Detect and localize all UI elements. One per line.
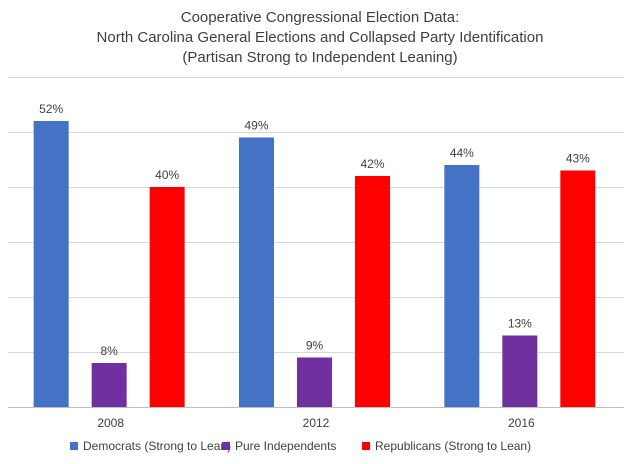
data-labels: 52% 8% 40% 49% 9% 42% 44% 13% 43% <box>39 102 590 358</box>
x-tick-label-2016: 2016 <box>508 416 535 430</box>
data-label-2008-1: 8% <box>100 344 118 358</box>
data-label-2012-2: 42% <box>360 157 384 171</box>
data-label-2016-2: 43% <box>566 152 590 166</box>
chart-title-line-1: North Carolina General Elections and Col… <box>97 29 544 46</box>
legend-label-1: Pure Independents <box>235 439 336 453</box>
x-tick-label-2008: 2008 <box>97 416 124 430</box>
x-tick-label-2012: 2012 <box>303 416 330 430</box>
bar-2008-0 <box>33 121 69 407</box>
legend-swatch-1 <box>222 442 230 450</box>
chart-title: Cooperative Congressional Election Data:… <box>97 9 544 66</box>
bars <box>33 121 596 407</box>
bar-2016-1 <box>502 335 538 407</box>
data-label-2008-2: 40% <box>155 168 179 182</box>
bar-2012-1 <box>297 357 332 407</box>
bar-2012-2 <box>355 176 390 407</box>
bar-2008-1 <box>91 363 127 407</box>
legend-label-0: Democrats (Strong to Lean) <box>83 439 231 453</box>
x-axis: 2008 2012 2016 <box>8 407 624 430</box>
legend-swatch-2 <box>362 442 370 450</box>
data-label-2012-1: 9% <box>306 339 324 353</box>
legend: Democrats (Strong to Lean) Pure Independe… <box>70 439 531 453</box>
chart-title-line-2: (Partisan Strong to Independent Leaning) <box>182 49 457 66</box>
data-label-2012-0: 49% <box>244 119 268 133</box>
gridlines <box>8 77 624 353</box>
chart-title-line-0: Cooperative Congressional Election Data: <box>181 9 460 26</box>
legend-label-2: Republicans (Strong to Lean) <box>375 439 531 453</box>
bar-2012-0 <box>239 137 274 407</box>
legend-swatch-0 <box>70 442 78 450</box>
bar-2016-0 <box>444 165 480 407</box>
bar-2008-2 <box>149 187 185 407</box>
data-label-2016-1: 13% <box>508 317 532 331</box>
bar-2016-2 <box>560 170 596 407</box>
data-label-2016-0: 44% <box>450 146 474 160</box>
data-label-2008-0: 52% <box>39 102 63 116</box>
